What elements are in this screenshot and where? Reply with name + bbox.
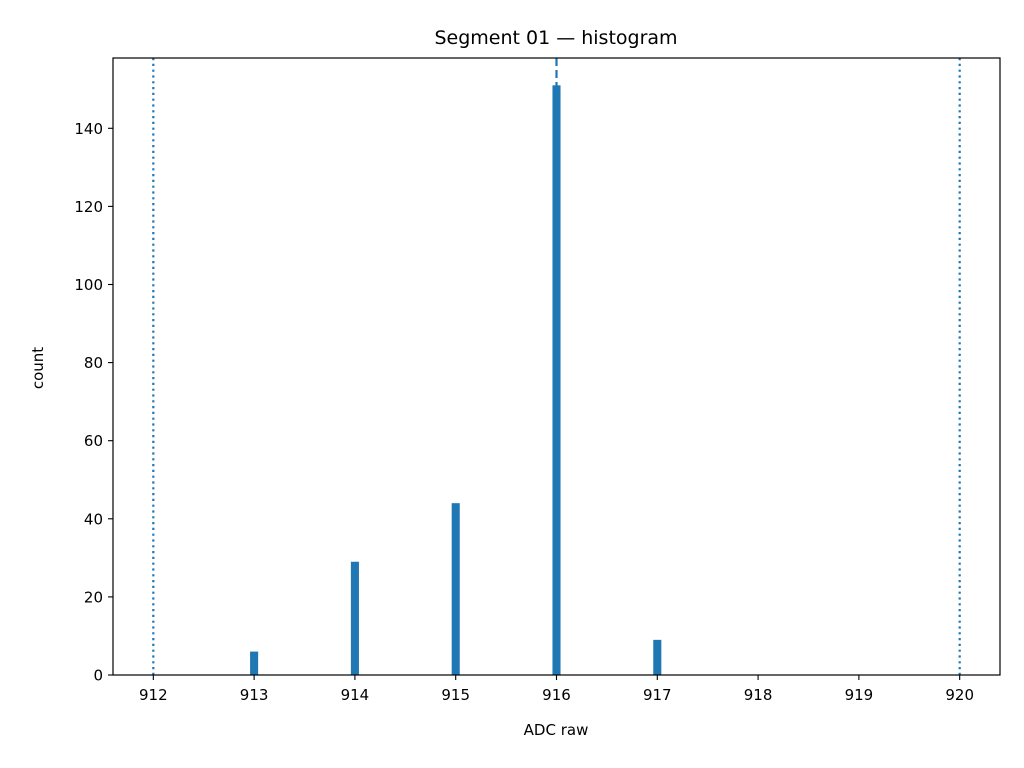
y-axis-label: count: [29, 347, 47, 389]
y-tick-label: 0: [93, 667, 103, 685]
y-tick-label: 140: [74, 120, 103, 138]
y-tick-label: 20: [84, 588, 103, 606]
y-tick-label: 40: [84, 510, 103, 528]
x-tick-label: 912: [139, 686, 168, 704]
bar-914: [350, 561, 359, 675]
x-tick-label: 918: [744, 686, 773, 704]
bar-916: [552, 85, 561, 675]
x-tick-label: 914: [341, 686, 370, 704]
y-tick-label: 80: [84, 354, 103, 372]
x-axis-ticks: 912 913 914 915 916 917 918 919 920: [139, 675, 974, 704]
y-axis-ticks: 0 20 40 60 80 100 120 140: [74, 120, 113, 685]
x-tick-label: 920: [945, 686, 974, 704]
y-tick-label: 120: [74, 198, 103, 216]
reference-lines-group: [152, 58, 961, 675]
bar-913: [250, 651, 259, 675]
bars-group: [250, 85, 662, 675]
x-tick-label: 915: [441, 686, 470, 704]
y-tick-label: 60: [84, 432, 103, 450]
x-tick-label: 916: [542, 686, 571, 704]
x-axis-label: ADC raw: [524, 721, 589, 739]
x-tick-label: 919: [845, 686, 874, 704]
y-tick-label: 100: [74, 276, 103, 294]
bar-917: [653, 639, 662, 675]
bar-915: [451, 503, 460, 675]
chart-title: Segment 01 — histogram: [434, 27, 677, 49]
x-tick-label: 913: [240, 686, 269, 704]
x-tick-label: 917: [643, 686, 672, 704]
